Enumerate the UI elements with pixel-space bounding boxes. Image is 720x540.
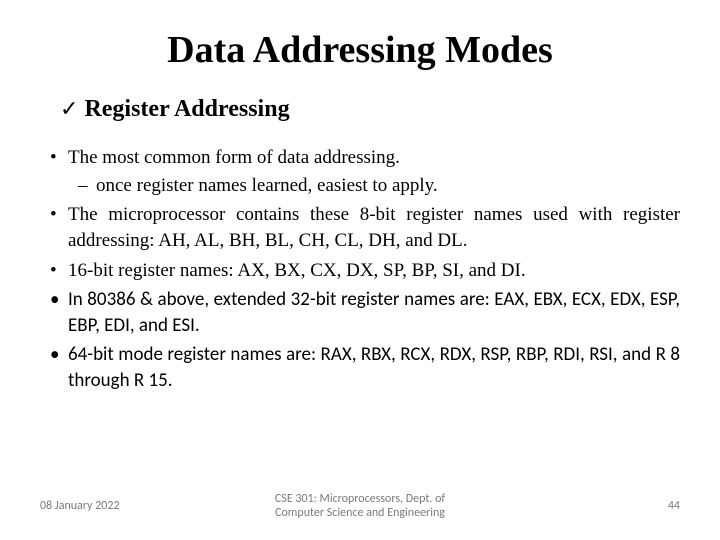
list-item: The microprocessor contains these 8-bit …	[40, 202, 680, 253]
list-item: 64-bit mode register names are: RAX, RBX…	[40, 342, 680, 393]
bullet-text: The most common form of data addressing.	[68, 147, 400, 168]
list-item: In 80386 & above, extended 32-bit regist…	[40, 287, 680, 338]
slide-footer: 08 January 2022 CSE 301: Microprocessors…	[0, 492, 720, 520]
check-icon: ✓	[60, 98, 78, 120]
bullet-text: 16-bit register names: AX, BX, CX, DX, S…	[68, 260, 526, 281]
bullet-text: 64-bit mode register names are: RAX, RBX…	[68, 343, 680, 392]
list-item: The most common form of data addressing.…	[40, 145, 680, 198]
subtitle-row: ✓ Register Addressing	[60, 96, 680, 123]
sub-bullet-list: once register names learned, easiest to …	[68, 173, 680, 199]
footer-line: CSE 301: Microprocessors, Dept. of	[190, 492, 530, 506]
footer-course: CSE 301: Microprocessors, Dept. of Compu…	[190, 492, 530, 520]
list-item: once register names learned, easiest to …	[68, 173, 680, 199]
slide-subtitle: Register Addressing	[84, 96, 289, 123]
footer-date: 08 January 2022	[40, 499, 190, 513]
slide-container: Data Addressing Modes ✓ Register Address…	[0, 0, 720, 540]
footer-line: Computer Science and Engineering	[190, 506, 530, 520]
sub-bullet-text: once register names learned, easiest to …	[96, 175, 438, 196]
footer-page-number: 44	[530, 499, 680, 513]
bullet-text: The microprocessor contains these 8-bit …	[68, 204, 680, 251]
list-item: 16-bit register names: AX, BX, CX, DX, S…	[40, 258, 680, 284]
slide-title: Data Addressing Modes	[40, 28, 680, 72]
bullet-text: In 80386 & above, extended 32-bit regist…	[68, 288, 680, 337]
bullet-list: The most common form of data addressing.…	[40, 145, 680, 394]
